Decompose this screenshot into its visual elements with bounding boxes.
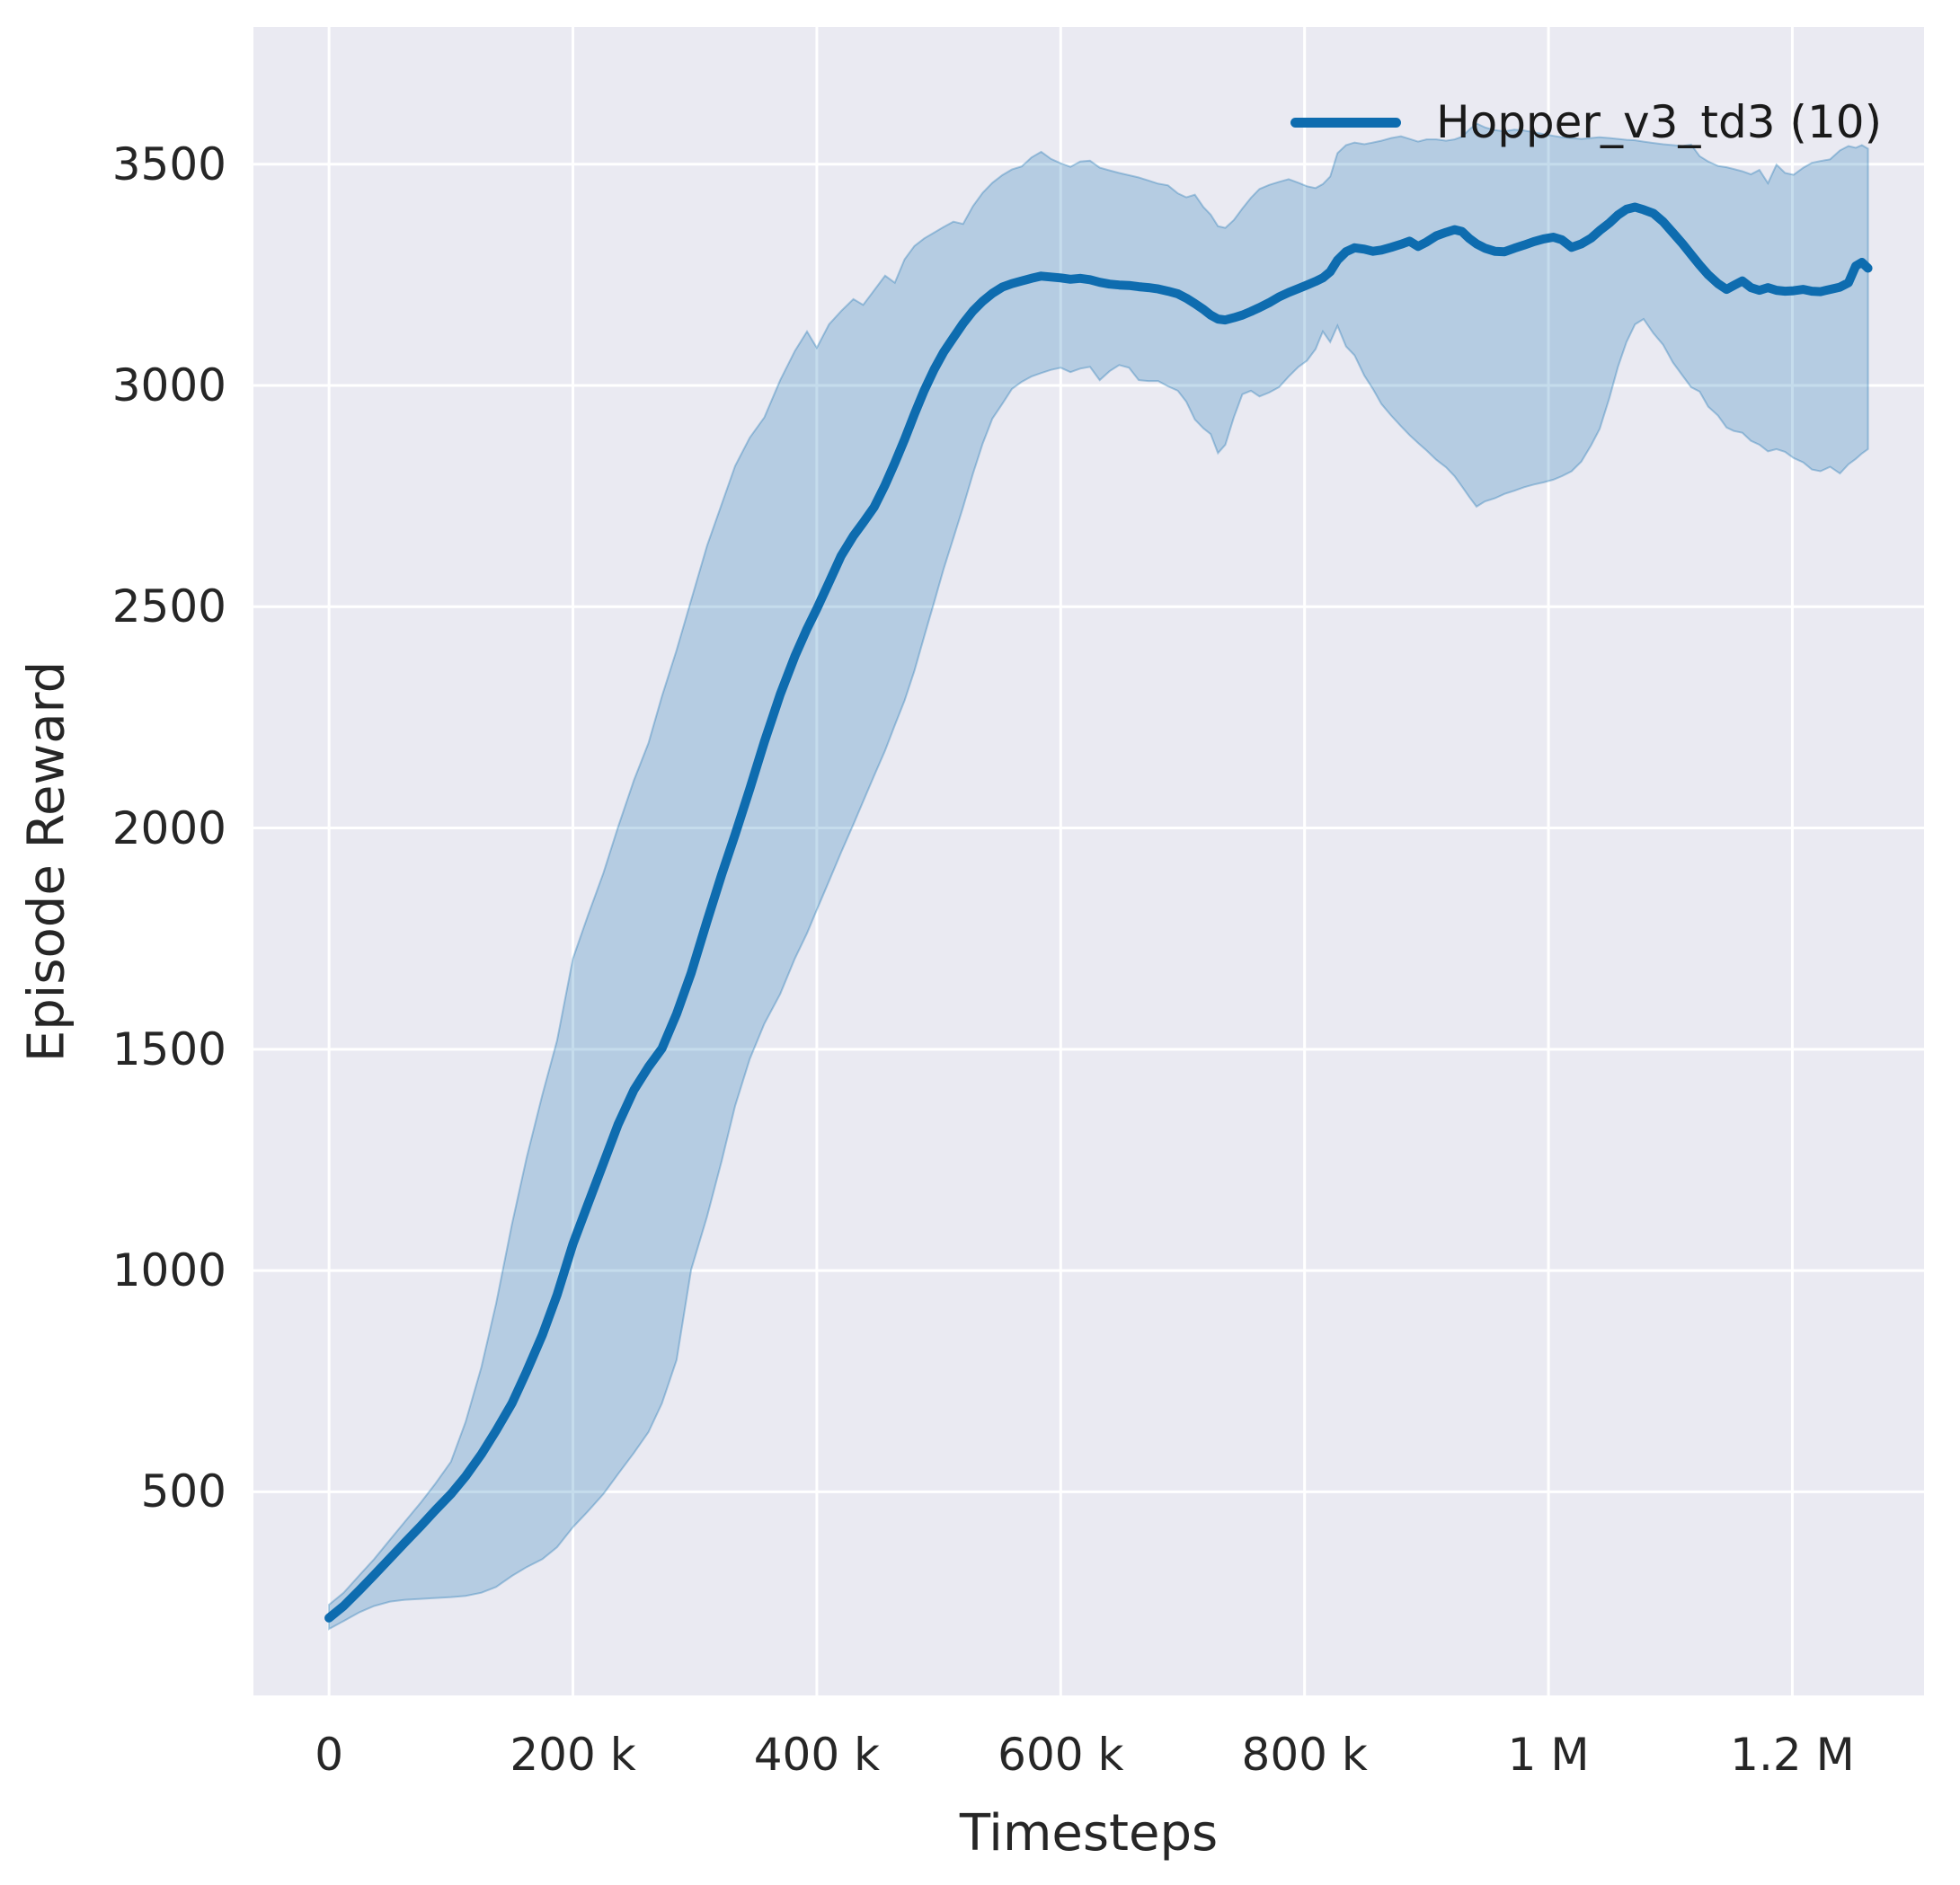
legend-line-swatch xyxy=(1290,117,1401,128)
legend-entry-label: Hopper_v3_td3 (10) xyxy=(1436,96,1883,148)
x-axis-title: Timesteps xyxy=(959,1804,1219,1863)
x-tick-label: 200 k xyxy=(510,1729,636,1781)
confidence-band xyxy=(328,122,1869,1631)
mean-line xyxy=(324,202,1873,1623)
x-tick-label: 1.2 M xyxy=(1730,1729,1855,1781)
x-tick-label: 600 k xyxy=(998,1729,1124,1781)
x-tick-label: 1 M xyxy=(1507,1729,1590,1781)
y-tick-label: 1000 xyxy=(111,1244,226,1297)
y-axis-title: Episode Reward xyxy=(17,660,76,1062)
x-tick-label: 0 xyxy=(315,1729,344,1781)
axes-background xyxy=(253,27,1924,1695)
y-tick-label: 500 xyxy=(140,1465,226,1518)
y-tick-label: 2500 xyxy=(111,580,226,633)
x-tick-label: 400 k xyxy=(753,1729,881,1781)
y-tick-label: 3500 xyxy=(111,137,226,190)
y-tick-label: 3000 xyxy=(111,358,226,412)
x-tick-label: 800 k xyxy=(1241,1729,1368,1781)
y-tick-label: 2000 xyxy=(111,801,226,854)
y-tick-label: 1500 xyxy=(111,1022,226,1075)
